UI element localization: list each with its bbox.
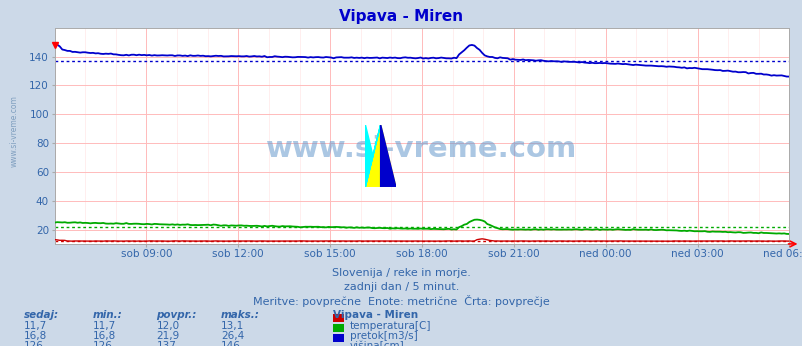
Text: maks.:: maks.: (221, 310, 259, 320)
Text: sedaj:: sedaj: (24, 310, 59, 320)
Text: 11,7: 11,7 (92, 321, 115, 331)
Text: 126: 126 (92, 341, 112, 346)
Text: www.si-vreme.com: www.si-vreme.com (10, 95, 18, 167)
Polygon shape (365, 125, 380, 187)
Polygon shape (365, 125, 395, 187)
Text: višina[cm]: višina[cm] (350, 341, 404, 346)
Text: 13,1: 13,1 (221, 321, 244, 331)
Text: Slovenija / reke in morje.: Slovenija / reke in morje. (332, 268, 470, 278)
Text: www.si-vreme.com: www.si-vreme.com (266, 135, 577, 163)
Text: min.:: min.: (92, 310, 122, 320)
Polygon shape (380, 125, 395, 187)
Polygon shape (365, 125, 372, 187)
Text: 16,8: 16,8 (24, 331, 47, 341)
Text: zadnji dan / 5 minut.: zadnji dan / 5 minut. (343, 282, 459, 292)
Text: 26,4: 26,4 (221, 331, 244, 341)
Text: 12,0: 12,0 (156, 321, 180, 331)
Text: 11,7: 11,7 (24, 321, 47, 331)
Text: Vipava - Miren: Vipava - Miren (333, 310, 418, 320)
Text: pretok[m3/s]: pretok[m3/s] (350, 331, 417, 341)
Text: Vipava - Miren: Vipava - Miren (339, 9, 463, 24)
Text: 16,8: 16,8 (92, 331, 115, 341)
Text: temperatura[C]: temperatura[C] (350, 321, 431, 331)
Text: Meritve: povprečne  Enote: metrične  Črta: povprečje: Meritve: povprečne Enote: metrične Črta:… (253, 295, 549, 307)
Text: 21,9: 21,9 (156, 331, 180, 341)
Text: 126: 126 (24, 341, 44, 346)
Text: 137: 137 (156, 341, 176, 346)
Text: 146: 146 (221, 341, 241, 346)
Text: povpr.:: povpr.: (156, 310, 196, 320)
